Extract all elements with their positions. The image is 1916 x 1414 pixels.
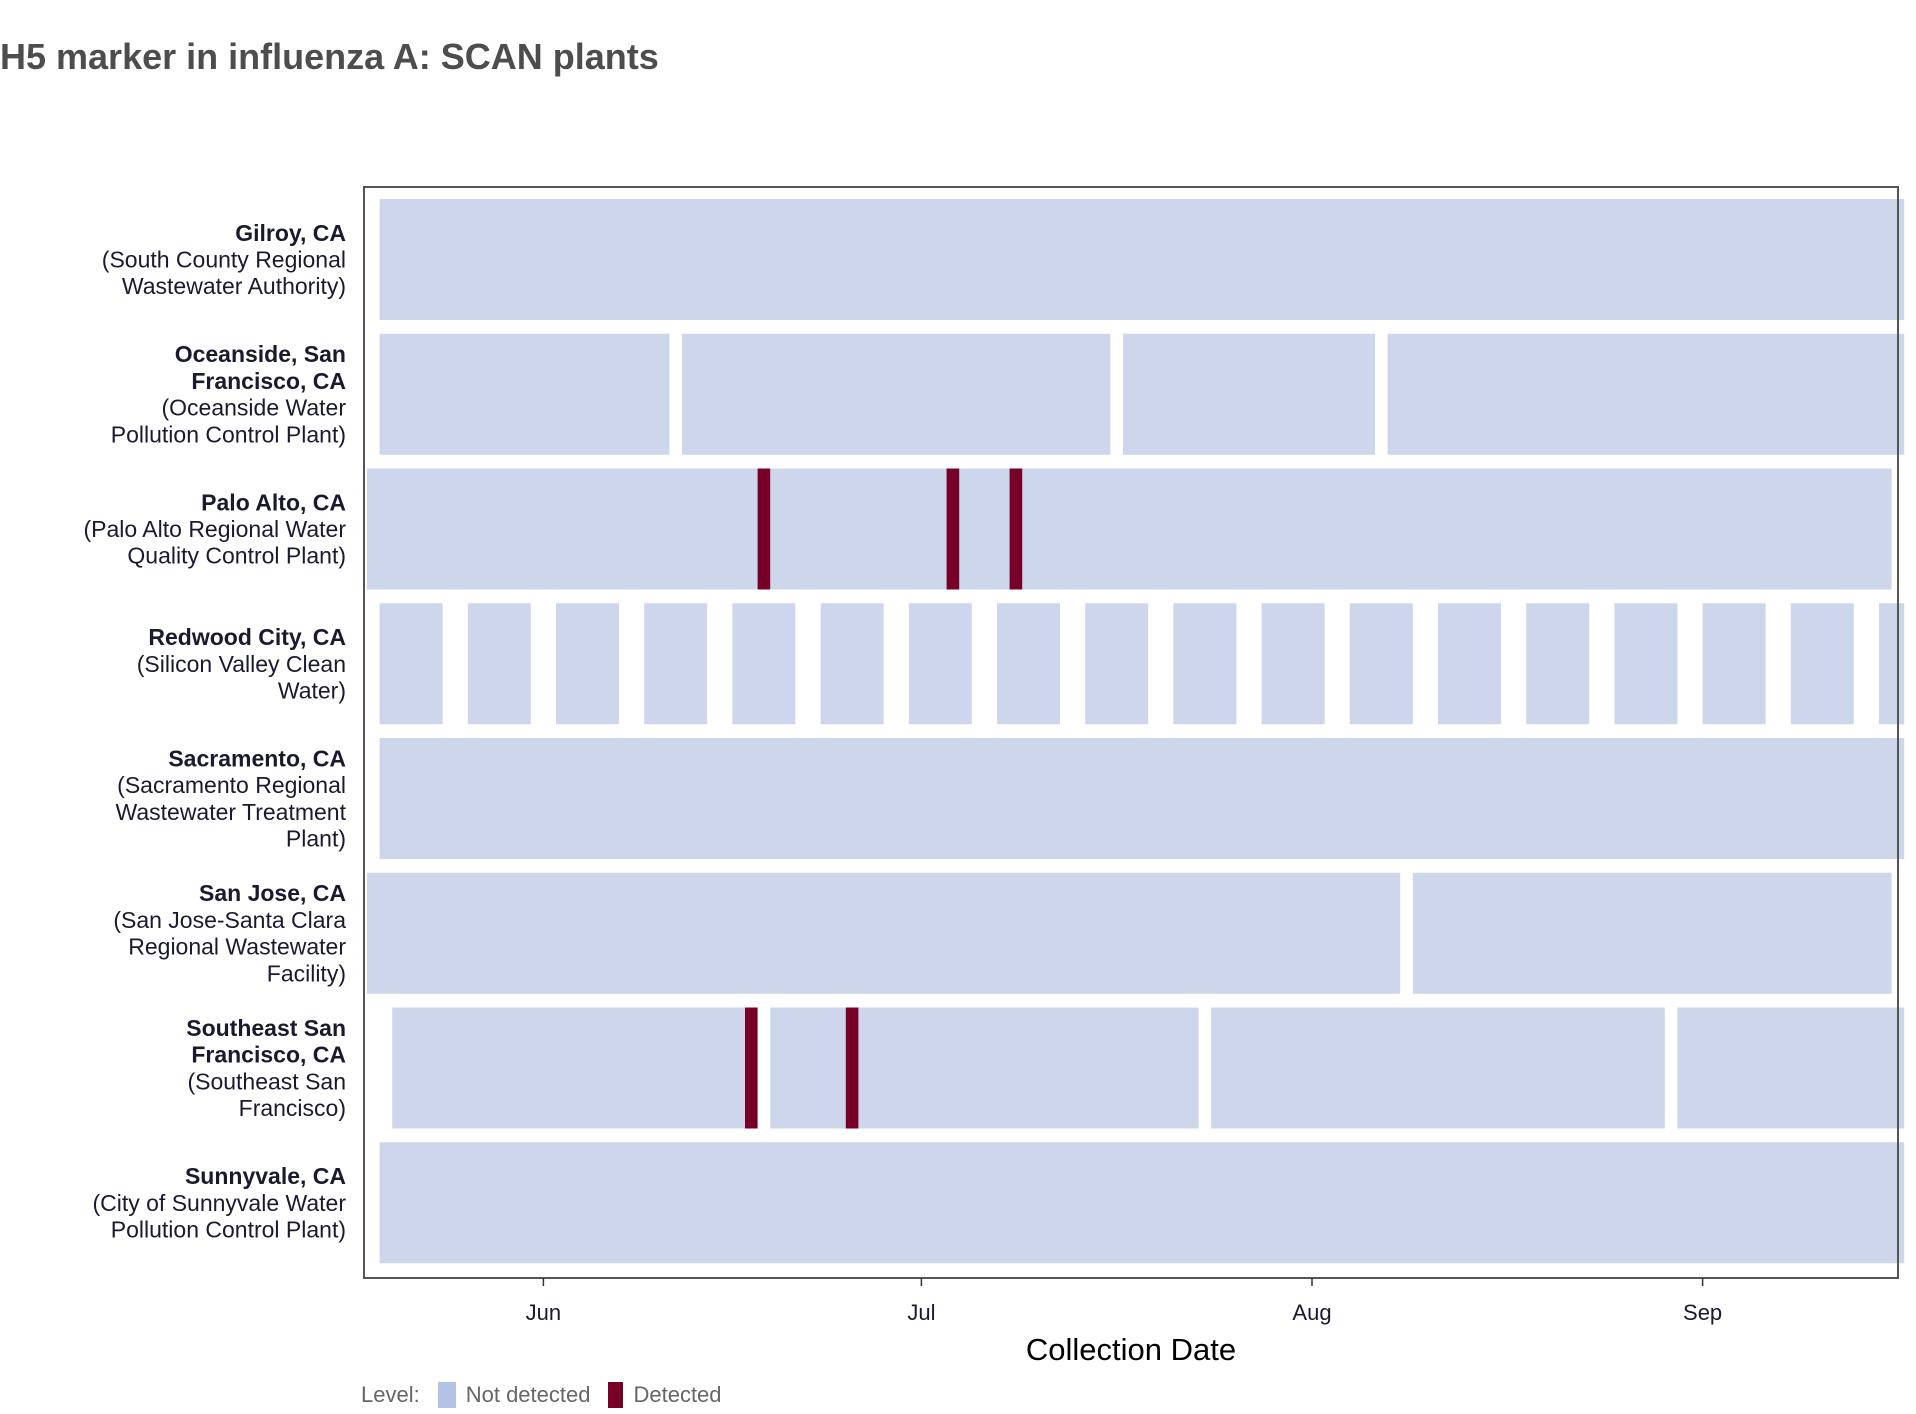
cell-not-detected <box>1085 603 1149 725</box>
cell-not-detected <box>1790 603 1854 725</box>
cell-not-detected <box>379 333 670 455</box>
cell-not-detected <box>379 1142 1905 1264</box>
cell-not-detected <box>770 1007 1199 1129</box>
row-label: Sacramento, CA (Sacramento Regional Wastew… <box>115 745 346 851</box>
facility-line: Quality Control Plant) <box>127 543 346 569</box>
site-row <box>379 199 1905 320</box>
cell-not-detected <box>1412 872 1892 994</box>
cell-not-detected <box>392 1007 745 1129</box>
cell-not-detected <box>1526 603 1590 725</box>
row-label: Gilroy, CA (South County Regional Wastewat… <box>102 220 346 299</box>
site-row <box>379 738 1905 859</box>
facility-line: (San Jose-Santa Clara <box>113 907 346 933</box>
cell-not-detected <box>367 468 1892 590</box>
row-label: San Jose, CA (San Jose-Santa Clara Regiona… <box>113 880 346 986</box>
cell-not-detected <box>997 603 1060 725</box>
facility-line: Wastewater Authority) <box>122 273 346 299</box>
facility-line: Pollution Control Plant) <box>111 1216 346 1242</box>
facility-line: (South County Regional <box>102 247 346 273</box>
site-name-line: San Jose, CA <box>199 880 346 906</box>
chart-title: H5 marker in influenza A: SCAN plants <box>0 36 659 77</box>
cell-detected <box>845 1007 859 1129</box>
facility-line: Facility) <box>267 960 346 986</box>
x-axis-title: Collection Date <box>1026 1332 1236 1367</box>
site-row <box>392 1007 1905 1129</box>
x-tick-label: Jul <box>907 1300 935 1325</box>
facility-line: Regional Wastewater <box>128 934 346 960</box>
cell-not-detected <box>1211 1007 1665 1129</box>
facility-line: Plant) <box>286 826 346 852</box>
legend-title: Level: <box>361 1382 420 1407</box>
legend-label-not-detected: Not detected <box>465 1382 591 1407</box>
site-row <box>379 333 1905 455</box>
cell-not-detected <box>644 603 708 725</box>
row-labels: Gilroy, CA (South County Regional Wastewat… <box>83 220 346 1243</box>
cell-not-detected <box>379 603 443 725</box>
cell-not-detected <box>1349 603 1413 725</box>
cell-not-detected <box>467 603 531 725</box>
x-tick-label: Jun <box>526 1300 561 1325</box>
site-name-line: Francisco, CA <box>191 368 346 394</box>
cell-not-detected <box>1677 1007 1905 1129</box>
facility-line: (Southeast San <box>187 1068 346 1094</box>
site-name-line: Sunnyvale, CA <box>185 1163 346 1189</box>
site-name-line: Palo Alto, CA <box>201 489 346 515</box>
cell-not-detected <box>820 603 884 725</box>
cell-detected <box>946 468 960 590</box>
x-tick-label: Aug <box>1292 1300 1331 1325</box>
site-name-line: Redwood City, CA <box>148 624 346 650</box>
plot-panel-border <box>363 186 1899 1279</box>
cell-detected <box>1009 468 1023 590</box>
cell-not-detected <box>732 603 796 725</box>
facility-line: Pollution Control Plant) <box>111 421 346 447</box>
cell-not-detected <box>1261 603 1325 725</box>
facility-line: (Palo Alto Regional Water <box>83 516 346 542</box>
legend-swatch-not-detected <box>437 1382 456 1408</box>
cell-not-detected <box>908 603 972 725</box>
cell-not-detected <box>1123 333 1375 455</box>
site-row <box>367 872 1892 994</box>
cell-not-detected <box>1614 603 1678 725</box>
rows-layer <box>367 199 1905 1264</box>
legend-swatch-detected <box>608 1382 624 1408</box>
site-name-line: Sacramento, CA <box>168 745 346 771</box>
site-name-line: Southeast San <box>186 1015 346 1041</box>
site-name-line: Gilroy, CA <box>235 220 346 246</box>
cell-not-detected <box>1702 603 1766 725</box>
cell-not-detected <box>379 738 1905 859</box>
h5-heatmap-chart: Gilroy, CA (South County Regional Wastewat… <box>83 186 1905 1367</box>
cell-not-detected <box>556 603 619 725</box>
facility-line: Water) <box>278 677 346 703</box>
row-label: Redwood City, CA (Silicon Valley Clean Wat… <box>137 624 346 703</box>
legend: Level: Not detected Detected <box>361 1382 722 1408</box>
facility-line: (Sacramento Regional <box>117 772 346 798</box>
site-row <box>379 1142 1905 1264</box>
site-name-line: Francisco, CA <box>191 1042 346 1068</box>
legend-label-detected: Detected <box>633 1382 722 1407</box>
site-row <box>379 603 1905 725</box>
cell-not-detected <box>367 872 1401 994</box>
cell-detected <box>745 1007 758 1129</box>
cell-not-detected <box>1173 603 1237 725</box>
row-label: Southeast San Francisco, CA (Southeast San… <box>186 1015 346 1121</box>
row-label: Palo Alto, CA (Palo Alto Regional Water Qu… <box>83 489 346 568</box>
x-tick-label: Sep <box>1683 1300 1722 1325</box>
cell-not-detected <box>379 199 1905 320</box>
cell-not-detected <box>1438 603 1501 725</box>
site-row <box>367 468 1892 590</box>
cell-not-detected <box>682 333 1111 455</box>
facility-line: (Silicon Valley Clean <box>137 651 346 677</box>
cell-not-detected <box>1387 333 1905 455</box>
facility-line: Wastewater Treatment <box>115 799 346 825</box>
cell-detected <box>757 468 771 590</box>
facility-line: (City of Sunnyvale Water <box>92 1190 346 1216</box>
facility-line: Francisco) <box>239 1095 346 1121</box>
site-name-line: Oceanside, San <box>175 341 346 367</box>
cell-not-detected <box>1879 603 1905 725</box>
row-label: Oceanside, San Francisco, CA (Oceanside Wa… <box>111 341 347 447</box>
facility-line: (Oceanside Water <box>162 395 347 421</box>
x-axis: Jun Jul Aug Sep <box>526 1278 1722 1325</box>
row-label: Sunnyvale, CA (City of Sunnyvale Water Pol… <box>92 1163 346 1242</box>
